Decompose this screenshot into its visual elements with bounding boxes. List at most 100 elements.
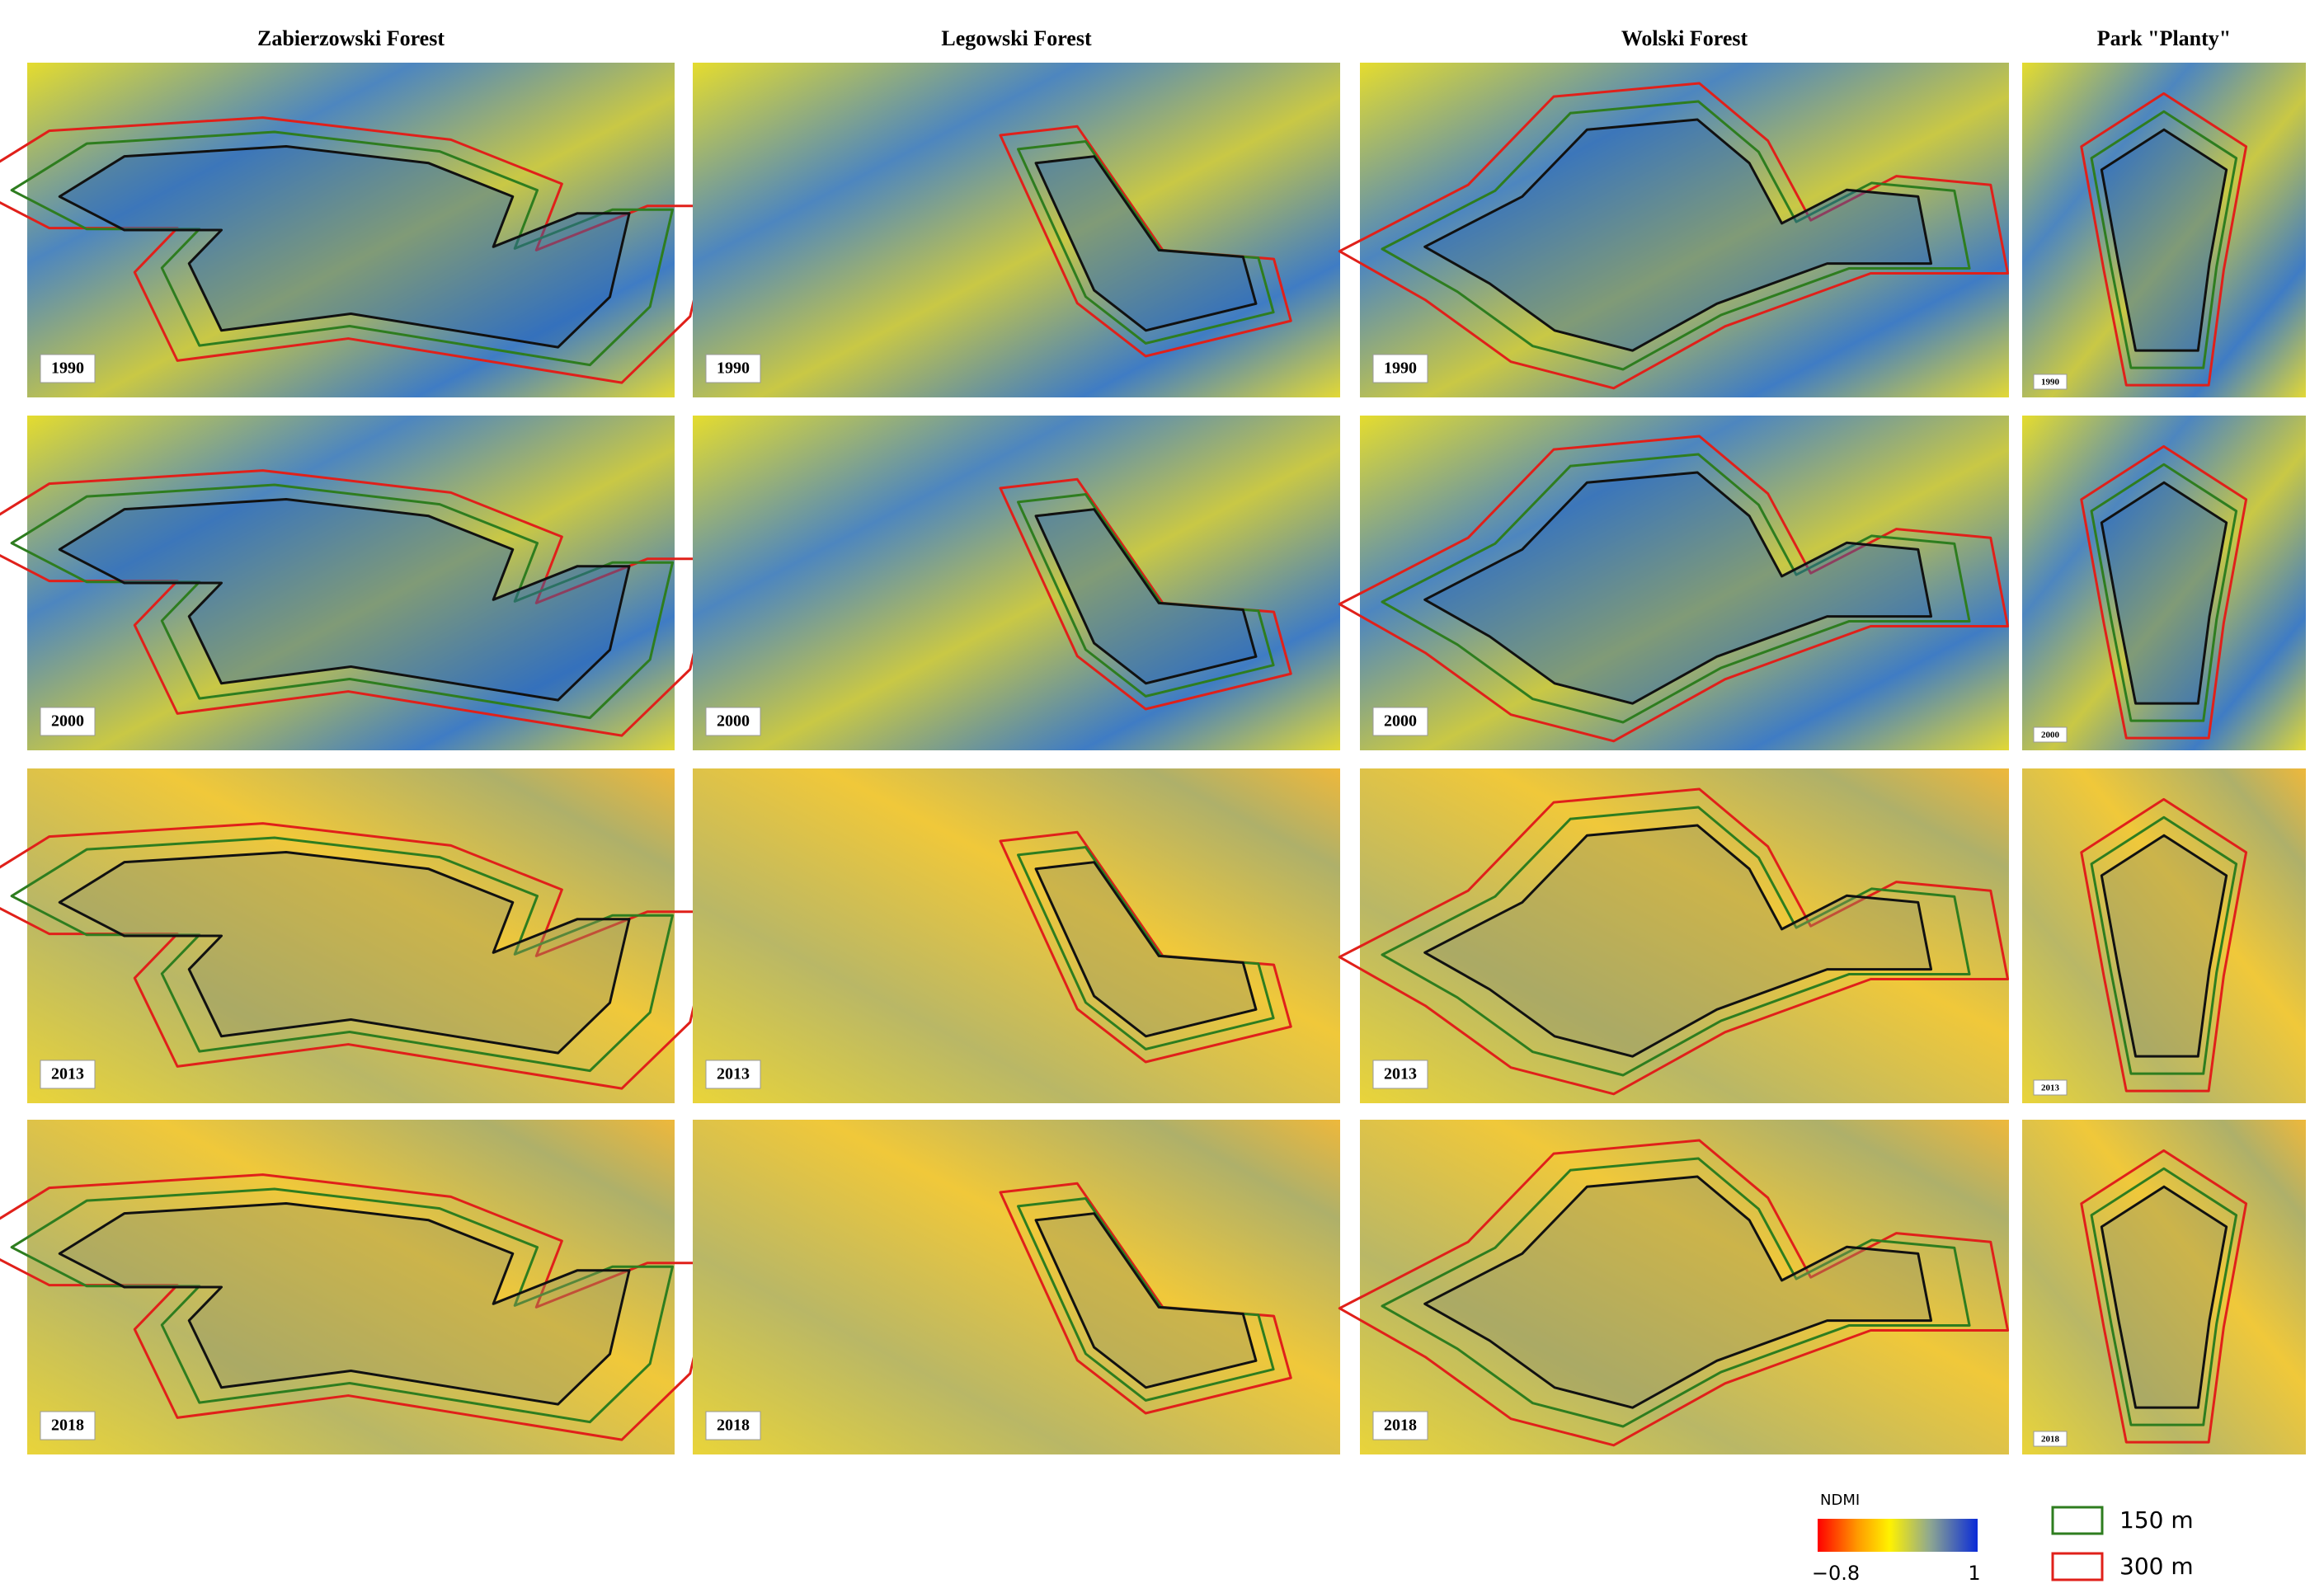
year-box bbox=[40, 707, 96, 736]
year-box bbox=[1372, 354, 1428, 383]
map-image bbox=[693, 416, 1340, 750]
buffer-150m bbox=[2090, 1167, 2238, 1426]
legend-max: 1 bbox=[1968, 1562, 1980, 1585]
buffer-300m bbox=[1338, 435, 2010, 743]
map-panel: 2000 bbox=[693, 416, 1340, 750]
legend-buffer: 300 m bbox=[2119, 1553, 2194, 1580]
map-panel: 2018 bbox=[0, 1120, 717, 1454]
year-box bbox=[705, 707, 761, 736]
forest-boundary bbox=[58, 1202, 631, 1406]
legend-title: NDMI bbox=[1820, 1492, 1860, 1509]
forest-boundary bbox=[1423, 824, 1933, 1058]
legend-buffer: 150 m bbox=[2119, 1506, 2194, 1534]
map-panel: 2018 bbox=[2022, 1120, 2306, 1454]
buffer-300m bbox=[999, 125, 1292, 358]
map-panel: 2013 bbox=[1338, 768, 2010, 1103]
map-panel: 2013 bbox=[0, 768, 717, 1103]
buffer-300m bbox=[999, 477, 1292, 711]
forest-boundary bbox=[1423, 471, 1933, 705]
year-label: 1990 bbox=[1384, 359, 1417, 378]
year-label: 2013 bbox=[51, 1065, 84, 1083]
map-image bbox=[1360, 63, 2009, 397]
year-box bbox=[705, 354, 761, 383]
year-label: 2000 bbox=[2041, 731, 2060, 740]
buffer-300m bbox=[1338, 82, 2010, 390]
column-title: Legowski Forest bbox=[941, 26, 1092, 50]
buffer-150m bbox=[10, 1187, 674, 1424]
map-image bbox=[2022, 1120, 2306, 1454]
buffer-150m bbox=[10, 836, 674, 1073]
forest-boundary bbox=[58, 851, 631, 1055]
year-label: 1990 bbox=[2041, 378, 2060, 388]
forest-boundary bbox=[58, 498, 631, 702]
buffer-150m bbox=[2090, 815, 2238, 1075]
year-box bbox=[2033, 1079, 2068, 1096]
year-box bbox=[2033, 374, 2068, 390]
forest-boundary bbox=[2100, 1185, 2228, 1409]
buffer-150m bbox=[10, 483, 674, 720]
buffer-300m bbox=[2080, 444, 2248, 740]
buffer-150m bbox=[1381, 1157, 1971, 1428]
map-panel: 2000 bbox=[0, 416, 717, 750]
buffer-150m bbox=[10, 130, 674, 367]
legend-red-box bbox=[2051, 1552, 2104, 1581]
map-panel: 2013 bbox=[2022, 768, 2306, 1103]
year-box bbox=[705, 1060, 761, 1089]
map-panel: 1990 bbox=[693, 63, 1340, 397]
map-image bbox=[2022, 63, 2306, 397]
map-image bbox=[2022, 416, 2306, 750]
map-panel: 2000 bbox=[1338, 416, 2010, 750]
column-title: Wolski Forest bbox=[1621, 26, 1748, 50]
map-panel: 1990 bbox=[1338, 63, 2010, 397]
year-label: 2018 bbox=[2041, 1435, 2060, 1445]
map-image bbox=[1360, 416, 2009, 750]
year-box bbox=[40, 1060, 96, 1089]
year-label: 1990 bbox=[51, 359, 84, 378]
map-image bbox=[693, 768, 1340, 1103]
forest-boundary bbox=[1034, 155, 1258, 332]
map-image bbox=[693, 1120, 1340, 1454]
buffer-150m bbox=[1017, 492, 1275, 698]
column-title: Park "Planty" bbox=[2097, 26, 2231, 50]
map-panel: 1990 bbox=[0, 63, 717, 397]
year-label: 2013 bbox=[1384, 1065, 1417, 1083]
legend-green-box bbox=[2051, 1506, 2104, 1535]
forest-boundary bbox=[1423, 118, 1933, 352]
map-image bbox=[693, 63, 1340, 397]
buffer-300m bbox=[2080, 1149, 2248, 1444]
buffer-150m bbox=[1017, 1196, 1275, 1402]
year-box bbox=[40, 354, 96, 383]
forest-boundary bbox=[1034, 861, 1258, 1038]
year-label: 2018 bbox=[717, 1417, 750, 1435]
forest-boundary bbox=[2100, 834, 2228, 1058]
year-label: 2018 bbox=[51, 1417, 84, 1435]
forest-boundary bbox=[1034, 508, 1258, 685]
map-image bbox=[1360, 1120, 2009, 1454]
buffer-150m bbox=[2090, 110, 2238, 369]
buffer-300m bbox=[1338, 1139, 2010, 1447]
map-panel: 1990 bbox=[2022, 63, 2306, 397]
year-box bbox=[1372, 1060, 1428, 1089]
forest-boundary bbox=[1034, 1212, 1258, 1389]
year-label: 2018 bbox=[1384, 1417, 1417, 1435]
colorbar bbox=[1818, 1519, 1978, 1552]
forest-boundary bbox=[2100, 481, 2228, 705]
map-panel: 2018 bbox=[693, 1120, 1340, 1454]
year-label: 2000 bbox=[717, 712, 750, 731]
map-panel: 2018 bbox=[1338, 1120, 2010, 1454]
year-label: 1990 bbox=[717, 359, 750, 378]
buffer-150m bbox=[1017, 139, 1275, 345]
year-box bbox=[2033, 1431, 2068, 1447]
forest-boundary bbox=[1423, 1175, 1933, 1409]
forest-boundary bbox=[58, 145, 631, 349]
buffer-150m bbox=[2090, 463, 2238, 722]
buffer-300m bbox=[1338, 787, 2010, 1096]
buffer-300m bbox=[2080, 92, 2248, 387]
year-label: 2000 bbox=[1384, 712, 1417, 731]
buffer-300m bbox=[2080, 797, 2248, 1093]
forest-boundary bbox=[2100, 128, 2228, 352]
map-panel: 2000 bbox=[2022, 416, 2306, 750]
buffer-150m bbox=[1017, 845, 1275, 1050]
year-label: 2013 bbox=[2041, 1083, 2060, 1093]
map-panel: 2013 bbox=[693, 768, 1340, 1103]
